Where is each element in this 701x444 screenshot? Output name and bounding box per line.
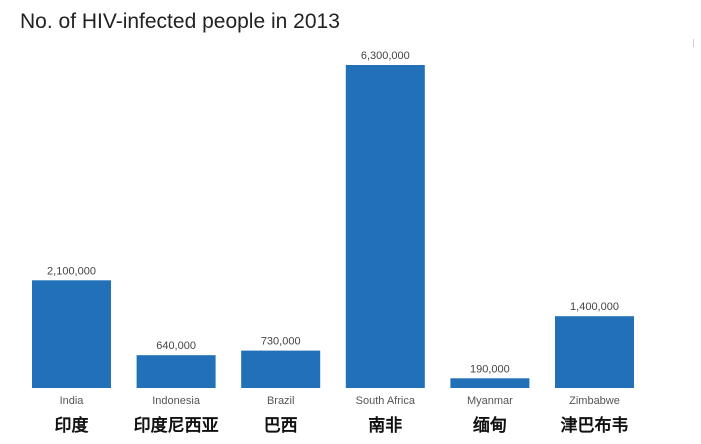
bar-indonesia	[136, 355, 216, 388]
chinese-label-indonesia: 印度尼西亚	[134, 415, 219, 436]
chinese-label-brazil: 巴西	[264, 416, 298, 436]
category-label-indonesia: Indonesia	[152, 395, 201, 407]
bar-zimbabwe	[555, 316, 634, 388]
category-label-zimbabwe: Zimbabwe	[569, 395, 620, 407]
bar-india	[32, 280, 111, 388]
category-label-brazil: Brazil	[267, 395, 295, 407]
chinese-label-south-africa: 南非	[368, 415, 402, 436]
value-label-myanmar: 190,000	[470, 363, 510, 375]
chart-title: No. of HIV-infected people in 2013	[20, 10, 340, 33]
bar-brazil	[241, 350, 321, 388]
value-label-indonesia: 640,000	[156, 340, 196, 352]
chinese-label-zimbabwe: 津巴布韦	[561, 415, 629, 436]
value-label-brazil: 730,000	[261, 336, 301, 348]
chinese-label-myanmar: 缅甸	[473, 415, 507, 436]
chinese-label-india: 印度	[55, 415, 90, 436]
category-label-south-africa: South Africa	[356, 395, 416, 407]
value-label-india: 2,100,000	[47, 265, 96, 277]
value-label-south-africa: 6,300,000	[361, 50, 410, 62]
bar-south-africa	[345, 65, 425, 388]
bar-myanmar	[450, 378, 530, 388]
category-label-myanmar: Myanmar	[467, 395, 513, 407]
corner-mark	[693, 39, 697, 47]
category-label-india: India	[60, 395, 85, 407]
value-label-zimbabwe: 1,400,000	[570, 301, 619, 313]
